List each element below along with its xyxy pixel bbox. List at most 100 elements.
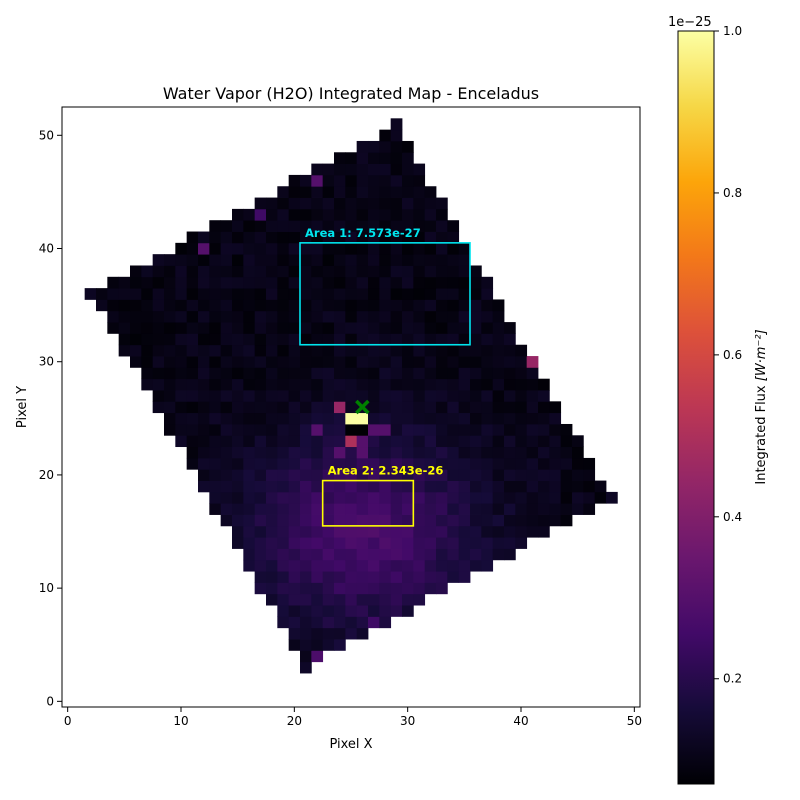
heatmap-cell — [390, 503, 403, 515]
heatmap-cell — [515, 401, 528, 414]
heatmap-cell — [492, 457, 505, 470]
heatmap-cell — [470, 435, 482, 448]
heatmap-cell — [413, 423, 426, 436]
heatmap-cell — [118, 288, 131, 300]
heatmap-cell — [164, 412, 176, 425]
heatmap-cell — [334, 435, 346, 448]
heatmap-cell — [164, 310, 176, 323]
colorbar-label: Integrated Flux [W·m⁻²] — [754, 329, 769, 484]
heatmap-cell — [526, 525, 539, 538]
heatmap-cell — [220, 333, 233, 346]
heatmap-cell — [368, 208, 380, 221]
heatmap-cell — [220, 220, 233, 232]
heatmap-cell — [232, 276, 244, 289]
heatmap-cell — [504, 446, 516, 459]
heatmap-cell — [175, 288, 188, 300]
heatmap-cell — [379, 129, 392, 142]
heatmap-cell — [288, 503, 301, 515]
heatmap-cell — [458, 446, 471, 459]
heatmap-cell — [311, 197, 324, 210]
heatmap-cell — [334, 616, 346, 629]
region-label-2: Area 2: 2.343e-26 — [328, 464, 444, 478]
heatmap-cell — [402, 582, 414, 595]
heatmap-cell — [311, 639, 324, 651]
heatmap-cell — [311, 390, 324, 402]
heatmap-cell — [481, 288, 494, 300]
heatmap-cell — [311, 571, 324, 583]
heatmap-cell — [334, 356, 346, 368]
heatmap-cell — [152, 254, 165, 266]
heatmap-cell — [311, 163, 324, 176]
heatmap-cell — [266, 344, 278, 357]
heatmap-cell — [198, 446, 210, 459]
heatmap-cell — [322, 378, 335, 391]
heatmap-cell — [322, 299, 335, 312]
heatmap-cell — [254, 435, 267, 448]
heatmap-cell — [311, 401, 324, 414]
heatmap-cell — [220, 435, 233, 448]
heatmap-cell — [288, 571, 301, 583]
heatmap-cell — [356, 514, 369, 527]
heatmap-cell — [379, 333, 392, 346]
heatmap-cell — [470, 378, 482, 391]
heatmap-cell — [470, 537, 482, 549]
heatmap-cell — [254, 559, 267, 572]
heatmap-cell — [368, 310, 380, 323]
heatmap-cell — [198, 457, 210, 470]
heatmap-cell — [254, 469, 267, 481]
heatmap-cell — [470, 423, 482, 436]
heatmap-cell — [390, 435, 403, 448]
heatmap-cell — [424, 322, 437, 334]
heatmap-cell — [538, 446, 550, 459]
heatmap-cell — [322, 537, 335, 549]
heatmap-cell — [424, 276, 437, 289]
heatmap-cell — [345, 344, 358, 357]
heatmap-cell — [311, 276, 324, 289]
heatmap-cell — [504, 469, 516, 481]
heatmap-cell — [277, 299, 290, 312]
heatmap-cell — [526, 446, 539, 459]
heatmap-cell — [481, 367, 494, 380]
heatmap-cell — [470, 367, 482, 380]
heatmap-cell — [458, 480, 471, 493]
heatmap-cell — [141, 276, 154, 289]
heatmap-cell — [209, 265, 222, 278]
heatmap-cell — [356, 446, 369, 459]
heatmap-cell — [424, 582, 437, 595]
heatmap-cell — [243, 446, 256, 459]
heatmap-cell — [277, 220, 290, 232]
heatmap-cell — [345, 412, 358, 425]
heatmap-cell — [345, 548, 358, 561]
heatmap-cell — [322, 310, 335, 323]
heatmap-cell — [447, 469, 460, 481]
heatmap-cell — [243, 265, 256, 278]
heatmap-cell — [232, 390, 244, 402]
heatmap-cell — [402, 197, 414, 210]
heatmap-cell — [481, 322, 494, 334]
x-tick-label: 0 — [64, 714, 72, 728]
heatmap-cell — [243, 242, 256, 255]
heatmap-cell — [402, 310, 414, 323]
heatmap-cell — [254, 299, 267, 312]
heatmap-cell — [96, 288, 108, 300]
heatmap-cell — [209, 310, 222, 323]
heatmap-cell — [436, 514, 448, 527]
heatmap-cell — [504, 367, 516, 380]
heatmap-cell — [368, 446, 380, 459]
heatmap-cell — [356, 423, 369, 436]
heatmap-cell — [311, 322, 324, 334]
heatmap-cell — [254, 231, 267, 244]
heatmap-cell — [186, 367, 199, 380]
heatmap-cell — [538, 525, 550, 538]
heatmap-cell — [300, 310, 312, 323]
heatmap-cell — [277, 231, 290, 244]
heatmap-cell — [379, 140, 392, 153]
heatmap-cell — [220, 254, 233, 266]
heatmap-cell — [311, 186, 324, 198]
heatmap-cell — [322, 480, 335, 493]
heatmap-cell — [334, 299, 346, 312]
heatmap-cell — [436, 367, 448, 380]
heatmap-cell — [538, 514, 550, 527]
heatmap-cell — [311, 265, 324, 278]
heatmap-cell — [356, 322, 369, 334]
